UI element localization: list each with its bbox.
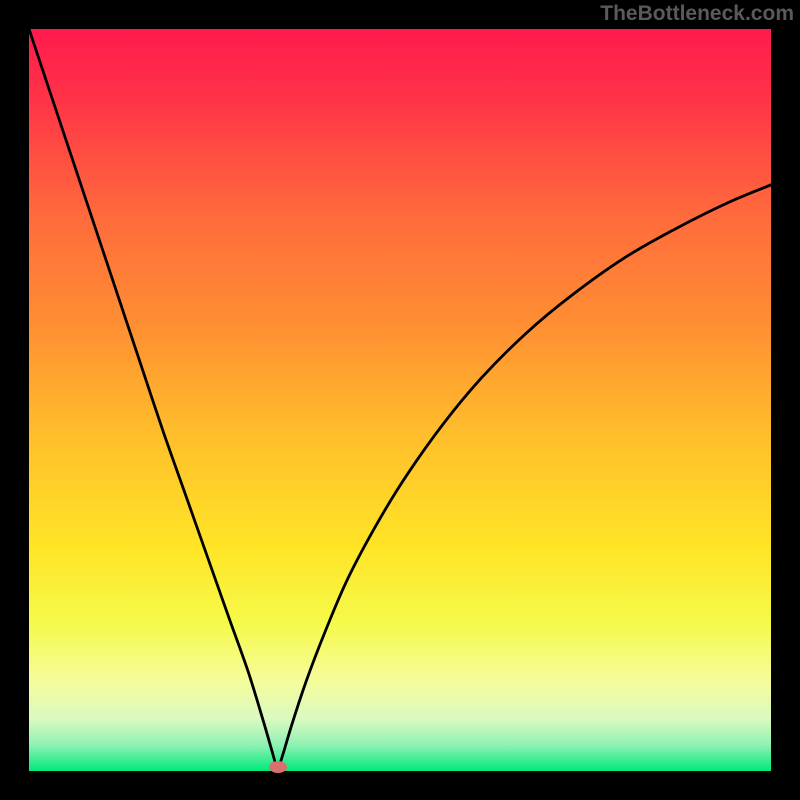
bottleneck-curve xyxy=(29,29,771,771)
plot-area xyxy=(29,29,771,771)
optimum-marker xyxy=(269,761,287,773)
chart-container: TheBottleneck.com xyxy=(0,0,800,800)
watermark-text: TheBottleneck.com xyxy=(600,2,794,26)
curve-path xyxy=(29,29,771,771)
